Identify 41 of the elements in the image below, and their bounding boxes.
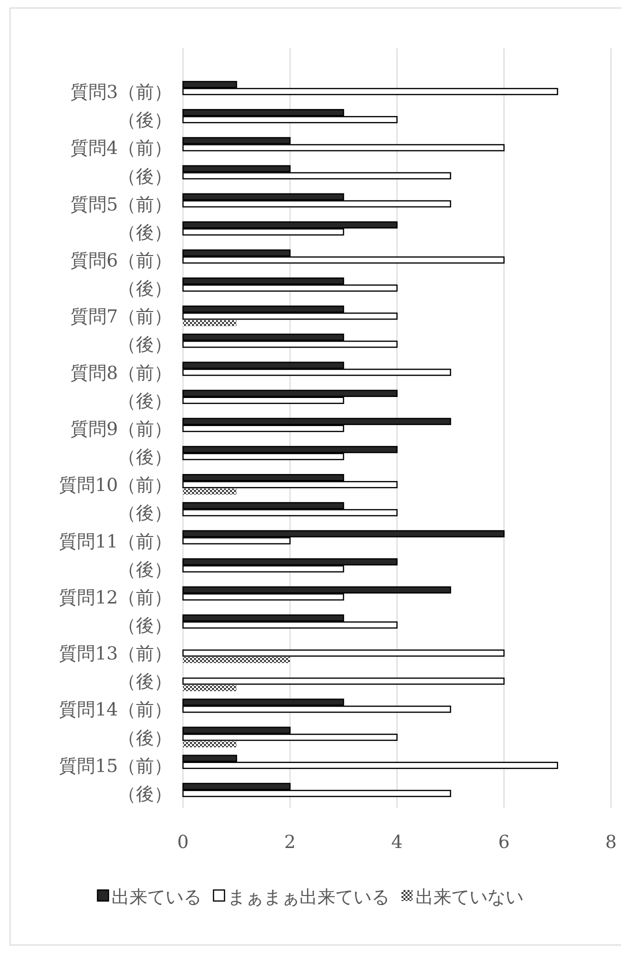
- y-tick-label: 質問9（前）: [70, 418, 172, 440]
- bar: [183, 657, 290, 664]
- y-tick-label: 質問7（前）: [70, 306, 172, 328]
- y-tick-label: （後）: [118, 222, 172, 244]
- bar: [182, 678, 505, 685]
- legend-label: 出来ていない: [416, 887, 524, 908]
- y-tick-label: 質問8（前）: [70, 362, 172, 384]
- x-tick-label: 8: [605, 832, 617, 853]
- y-tick-label: 質問11（前）: [59, 531, 172, 552]
- y-tick-label: 質問10（前）: [59, 475, 172, 496]
- y-tick-label: （後）: [118, 390, 172, 412]
- legend-label: まぁまぁ出来ている: [228, 887, 390, 908]
- y-tick-label: （後）: [118, 616, 172, 636]
- y-tick-label: （後）: [118, 447, 172, 468]
- y-tick-label: （後）: [118, 784, 172, 805]
- bar: [183, 488, 236, 495]
- y-tick-label: 質問12（前）: [59, 587, 172, 608]
- bar: [182, 649, 505, 657]
- y-tick-label: （後）: [118, 728, 172, 749]
- bar: [183, 741, 236, 748]
- y-tick-label: 質問14（前）: [59, 700, 172, 721]
- x-tick-label: 4: [391, 832, 403, 853]
- x-tick-label: 6: [498, 832, 510, 853]
- y-tick-label: （後）: [118, 672, 172, 693]
- y-tick-label: 質問4（前）: [70, 138, 172, 160]
- y-tick-label: 質問15（前）: [59, 756, 172, 777]
- y-tick-label: （後）: [118, 334, 172, 356]
- y-tick-label: 質問5（前）: [70, 194, 172, 216]
- y-tick-label: （後）: [118, 166, 172, 188]
- y-tick-label: 質問13（前）: [59, 644, 172, 665]
- x-tick-label: 0: [177, 832, 189, 853]
- bar: [183, 320, 236, 326]
- y-tick-label: 質問3（前）: [70, 82, 172, 104]
- x-tick-label: 2: [284, 832, 296, 853]
- y-tick-label: （後）: [118, 278, 172, 300]
- y-tick-label: （後）: [118, 110, 172, 132]
- legend-label: 出来ている: [112, 887, 202, 908]
- y-tick-label: （後）: [118, 559, 172, 580]
- y-tick-label: （後）: [118, 503, 172, 524]
- y-tick-label: 質問6（前）: [70, 250, 172, 272]
- bar: [183, 685, 236, 692]
